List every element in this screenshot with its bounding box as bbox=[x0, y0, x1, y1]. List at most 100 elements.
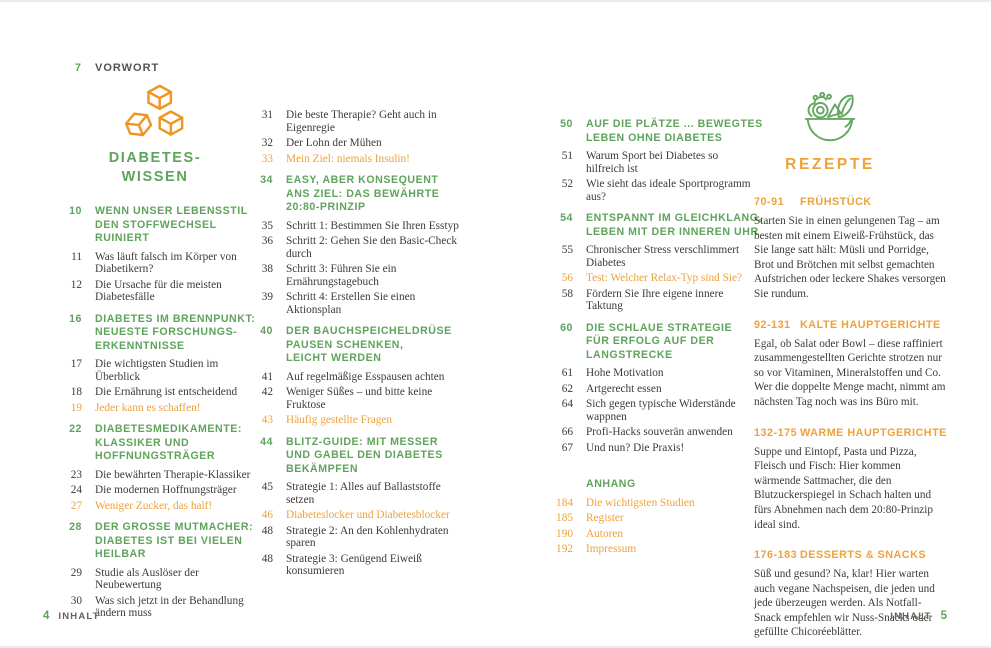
page-range: 176-183 bbox=[754, 549, 798, 562]
page-number: 60 bbox=[560, 321, 573, 334]
toc-entry: 192 Impressum bbox=[555, 543, 779, 556]
toc-entry: 12 Die Ursache für die meisten Diabetesfä… bbox=[64, 279, 266, 304]
page-number: 23 bbox=[70, 468, 82, 481]
footer-right: INHALT 5 bbox=[890, 610, 947, 622]
page-number: 36 bbox=[261, 235, 273, 247]
toc-entry: 45 Strategie 1: Alles auf Ballaststoffe s… bbox=[255, 481, 469, 506]
toc-entry: 62 Artgerecht essen bbox=[555, 383, 779, 396]
entry-text: Und nun? Die Praxis! bbox=[586, 441, 685, 454]
entry-text: Impressum bbox=[586, 543, 637, 555]
page-number: 44 bbox=[260, 435, 273, 448]
salad-bowl-icon bbox=[754, 86, 906, 148]
recipe-section: 132-175 WARME HAUPTGERICHTE Suppe und Eint… bbox=[754, 427, 948, 533]
entry-text: Was sich jetzt in der Behandlung ändern … bbox=[95, 594, 244, 620]
entry-text: Häufig gestellte Fragen bbox=[286, 414, 393, 426]
entry-text: Schritt 1: Bestimmen Sie Ihren Esstyp bbox=[286, 219, 459, 232]
recipe-section-text: Starten Sie in einen gelungenen Tag – am… bbox=[754, 215, 946, 300]
toc-entry: 56 Test: Welcher Relax-Typ sind Sie? bbox=[555, 272, 779, 285]
toc-entry: 11 Was läuft falsch im Körper von Diabeti… bbox=[64, 251, 266, 276]
toc-heading: 60 DIE SCHLAUE STRATEGIE FÜR ERFOLG AUF D… bbox=[555, 322, 779, 363]
entry-text: BLITZ-GUIDE: MIT MESSER UND GABEL DEN DI… bbox=[286, 435, 443, 475]
recipe-section-heading: 132-175 WARME HAUPTGERICHTE bbox=[754, 427, 948, 439]
toc-entry: 43 Häufig gestellte Fragen bbox=[255, 414, 469, 427]
entry-text: Hohe Motivation bbox=[586, 367, 664, 379]
diabetes-wissen-header: DIABETES- WISSEN bbox=[75, 84, 235, 187]
page-range: 132-175 bbox=[754, 426, 798, 439]
section-title-rezepte: REZEPTE bbox=[785, 156, 875, 173]
recipe-section-title: KALTE HAUPTGERICHTE bbox=[800, 318, 941, 331]
page-number: 28 bbox=[69, 521, 82, 533]
entry-text: DER GROSSE MUTMACHER: DIABETES IST BEI V… bbox=[95, 521, 254, 560]
recipe-section-title: FRÜHSTÜCK bbox=[800, 196, 872, 208]
toc-entry: 35 Schritt 1: Bestimmen Sie Ihren Esstyp bbox=[255, 220, 469, 233]
recipe-section-heading: 92-131 KALTE HAUPTGERICHTE bbox=[754, 319, 948, 331]
entry-text: ENTSPANNT IM GLEICHKLANG, LEBEN MIT DER … bbox=[586, 212, 762, 238]
entry-text: Chronischer Stress verschlimmert Diabete… bbox=[586, 244, 740, 269]
toc-entry: 67 Und nun? Die Praxis! bbox=[555, 442, 779, 455]
entry-text: DIABETESMEDIKAMENTE: KLASSIKER UND HOFFN… bbox=[95, 423, 242, 462]
page-number: 56 bbox=[561, 272, 573, 284]
entry-text: Schritt 2: Gehen Sie den Basic-Check dur… bbox=[286, 235, 457, 260]
toc-heading: 50 AUF DIE PLÄTZE ... BEWEGTES LEBEN OHNE… bbox=[555, 118, 779, 145]
toc-entry: 52 Wie sieht das ideale Sportprogramm aus… bbox=[555, 178, 779, 203]
toc-heading: ANHANG bbox=[555, 478, 779, 492]
page-number: 55 bbox=[561, 244, 573, 256]
footer-left: 4 INHALT bbox=[43, 610, 100, 622]
page-number: 41 bbox=[261, 370, 273, 383]
page-number: 66 bbox=[561, 426, 573, 438]
vorwort-page-number: 7 bbox=[74, 62, 82, 74]
section-title-diabetes-wissen: DIABETES- WISSEN bbox=[108, 150, 202, 185]
entry-text: Weniger Süßes – und bitte keine Fruktose bbox=[286, 386, 433, 411]
page-number: 38 bbox=[261, 263, 273, 275]
entry-text: Autoren bbox=[586, 527, 624, 540]
entry-text: Profi-Hacks souverän anwenden bbox=[586, 426, 733, 438]
toc-heading: 10 WENN UNSER LEBENSSTIL DEN STOFFWECHSEL… bbox=[64, 205, 266, 246]
entry-text: Sich gegen typische Widerstände wappnen bbox=[586, 398, 736, 423]
page-number: 51 bbox=[561, 150, 573, 162]
page-number: 34 bbox=[260, 174, 273, 186]
page-number: 45 bbox=[261, 481, 273, 493]
page-number-left: 4 bbox=[43, 610, 50, 622]
toc-heading: 28 DER GROSSE MUTMACHER: DIABETES IST BEI… bbox=[64, 521, 266, 562]
page-number: 61 bbox=[561, 367, 573, 379]
page-edge-bottom bbox=[0, 646, 991, 648]
entry-text: Test: Welcher Relax-Typ sind Sie? bbox=[586, 272, 743, 284]
recipe-section-title: WARME HAUPTGERICHTE bbox=[800, 426, 947, 439]
page-number-right: 5 bbox=[940, 610, 947, 622]
entry-text: Weniger Zucker, das half! bbox=[95, 499, 213, 512]
entry-text: Schritt 3: Führen Sie ein Ernährungstage… bbox=[286, 263, 397, 288]
entry-text: ANHANG bbox=[586, 478, 636, 490]
toc-heading: 22 DIABETESMEDIKAMENTE: KLASSIKER UND HOF… bbox=[64, 423, 266, 464]
toc-entry: 23 Die bewährten Therapie-Klassiker bbox=[64, 469, 266, 482]
page-number: 24 bbox=[70, 484, 82, 496]
toc-entry: 66 Profi-Hacks souverän anwenden bbox=[555, 426, 779, 439]
page-number: 10 bbox=[69, 205, 82, 217]
page-number: 11 bbox=[71, 250, 82, 263]
page-number: 62 bbox=[561, 382, 573, 395]
recipe-section-text: Suppe und Eintopf, Pasta und Pizza, Flei… bbox=[754, 445, 933, 531]
toc-heading: 16 DIABETES IM BRENNPUNKT: NEUESTE FORSCH… bbox=[64, 313, 266, 354]
entry-text: Auf regelmäßige Esspausen achten bbox=[286, 370, 445, 383]
toc-entry: 19 Jeder kann es schaffen! bbox=[64, 402, 266, 415]
entry-text: Mein Ziel: niemals Insulin! bbox=[286, 152, 410, 165]
toc-column-2: 31 Die beste Therapie? Geht auch in Eigen… bbox=[255, 109, 469, 581]
page-number: 12 bbox=[70, 278, 82, 291]
toc-heading: 34 EASY, ABER KONSEQUENT ANS ZIEL: DAS BE… bbox=[255, 174, 469, 215]
toc-entry: 29 Studie als Auslöser der Neubewertung bbox=[64, 567, 266, 592]
entry-text: Schritt 4: Erstellen Sie einen Aktionspl… bbox=[286, 291, 416, 316]
toc-entry: 185 Register bbox=[555, 512, 779, 525]
recipe-section-title: DESSERTS & SNACKS bbox=[800, 549, 927, 562]
entry-text: DIABETES IM BRENNPUNKT: NEUESTE FORSCHUN… bbox=[95, 312, 256, 352]
entry-text: Studie als Auslöser der Neubewertung bbox=[95, 566, 199, 592]
entry-text: Artgerecht essen bbox=[586, 382, 662, 395]
entry-text: Strategie 1: Alles auf Ballaststoffe set… bbox=[286, 481, 441, 506]
page-number: 33 bbox=[261, 152, 273, 165]
toc-entry: 36 Schritt 2: Gehen Sie den Basic-Check d… bbox=[255, 235, 469, 260]
toc-entry: 48 Strategie 3: Genügend Eiweiß konsumier… bbox=[255, 553, 469, 578]
toc-entry: 46 Diabeteslocker und Diabetesblocker bbox=[255, 509, 469, 522]
entry-text: AUF DIE PLÄTZE ... BEWEGTES LEBEN OHNE D… bbox=[586, 118, 763, 144]
page-number: 58 bbox=[561, 287, 573, 300]
entry-text: DIE SCHLAUE STRATEGIE FÜR ERFOLG AUF DER… bbox=[586, 321, 733, 361]
toc-entry: 17 Die wichtigsten Studien im Überblick bbox=[64, 358, 266, 383]
